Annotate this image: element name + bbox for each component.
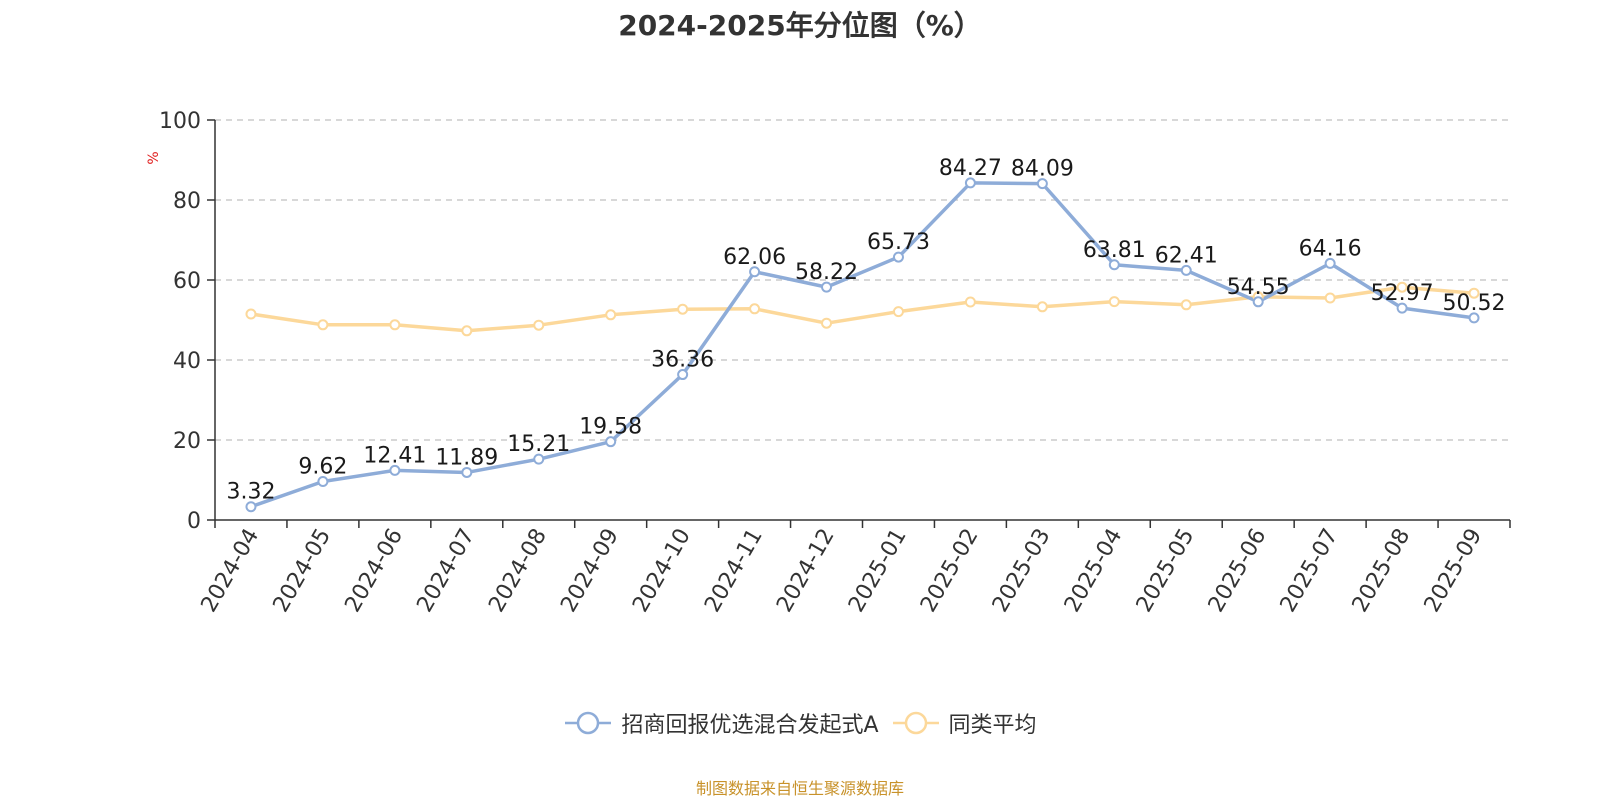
- y-tick-label: 80: [173, 189, 201, 214]
- data-label: 54.55: [1227, 275, 1290, 300]
- data-point: [892, 251, 904, 263]
- data-point: [1324, 257, 1336, 269]
- series-line: [250, 181, 1475, 509]
- chart-title: 2024-2025年分位图（%）: [618, 9, 982, 42]
- x-tick-label: 2024-10: [628, 525, 696, 617]
- x-tick-label: 2025-07: [1276, 525, 1344, 617]
- data-label: 84.09: [1011, 157, 1074, 182]
- x-tick-label: 2024-12: [772, 525, 840, 617]
- data-point: [1180, 299, 1192, 311]
- x-tick-label: 2024-06: [340, 525, 408, 617]
- data-point: [1108, 259, 1120, 271]
- data-point: [749, 303, 761, 315]
- data-label: 84.27: [939, 156, 1002, 181]
- data-label: 15.21: [507, 432, 570, 457]
- data-point: [533, 319, 545, 331]
- data-point: [1396, 281, 1408, 293]
- data-labels: 3.32 9.62 12.41 11.89 15.21 19.58 36.36 62.06 58…: [226, 156, 1505, 505]
- x-tick-label: 2024-09: [556, 525, 624, 617]
- data-label: 12.41: [363, 443, 426, 468]
- data-point: [1252, 296, 1264, 308]
- data-label: 50.52: [1443, 291, 1506, 316]
- data-label: 19.58: [579, 415, 642, 440]
- data-label: 62.41: [1155, 243, 1218, 268]
- x-tick-label: 2025-01: [844, 525, 912, 617]
- data-label: 11.89: [435, 445, 498, 470]
- x-tick-label: 2025-04: [1060, 525, 1128, 617]
- data-point: [964, 296, 976, 308]
- data-point: [317, 319, 329, 331]
- data-point: [245, 308, 257, 320]
- data-point: [1036, 301, 1048, 313]
- legend-marker-icon: [892, 711, 939, 735]
- series-points: [245, 177, 1480, 513]
- data-point: [821, 317, 833, 329]
- data-point: [1396, 302, 1408, 314]
- data-point: [533, 453, 545, 465]
- x-tick-label: 2025-06: [1204, 525, 1272, 617]
- series-line: [250, 285, 1475, 333]
- legend-item[interactable]: 同类平均: [891, 707, 1037, 739]
- y-tick-label: 40: [173, 349, 201, 374]
- data-point: [605, 436, 617, 448]
- data-point: [461, 466, 473, 478]
- data-point: [317, 476, 329, 488]
- data-point: [1468, 312, 1480, 324]
- data-point: [821, 281, 833, 293]
- data-label: 63.81: [1083, 238, 1146, 263]
- data-point: [1036, 178, 1048, 190]
- data-point: [245, 501, 257, 513]
- data-point: [892, 306, 904, 318]
- data-point: [605, 309, 617, 321]
- legend: 招商回报优选混合发起式A 同类平均: [0, 707, 1600, 743]
- data-label: 65.73: [867, 230, 930, 255]
- x-tick-label: 2025-03: [988, 525, 1056, 617]
- x-tick-label: 2024-08: [484, 525, 552, 617]
- data-label: 64.16: [1299, 236, 1362, 261]
- data-label: 9.62: [298, 455, 347, 480]
- data-point: [964, 177, 976, 189]
- data-point: [677, 303, 689, 315]
- axes: [207, 119, 1511, 528]
- data-label: 3.32: [226, 480, 275, 505]
- x-tick-label: 2025-02: [916, 525, 984, 617]
- data-label: 36.36: [651, 348, 714, 373]
- series-lines: [250, 181, 1475, 509]
- legend-label: 同类平均: [948, 713, 1037, 738]
- data-point: [1468, 287, 1480, 299]
- data-label: 52.97: [1371, 281, 1434, 306]
- data-point: [677, 369, 689, 381]
- data-point: [389, 464, 401, 476]
- y-tick-label: 60: [173, 269, 201, 294]
- x-tick-label: 2024-11: [700, 525, 768, 617]
- data-point: [749, 266, 761, 278]
- data-label: 62.06: [723, 245, 786, 270]
- legend-label: 招商回报优选混合发起式A: [621, 713, 879, 738]
- data-point: [389, 319, 401, 331]
- legend-marker-icon: [565, 711, 612, 735]
- data-point: [1180, 264, 1192, 276]
- data-label: 58.22: [795, 260, 858, 285]
- x-tick-label: 2024-07: [412, 525, 480, 617]
- x-tick-label: 2025-09: [1420, 525, 1488, 617]
- y-tick-label: 20: [173, 429, 201, 454]
- x-tick-label: 2025-05: [1132, 525, 1200, 617]
- y-axis-label: %: [146, 151, 162, 164]
- data-point: [1324, 292, 1336, 304]
- x-tick-label: 2024-04: [197, 525, 265, 617]
- data-point: [461, 325, 473, 337]
- y-tick-label: 100: [159, 109, 201, 134]
- legend-item[interactable]: 招商回报优选混合发起式A: [563, 707, 879, 739]
- data-point: [1108, 296, 1120, 308]
- x-tick-label: 2025-08: [1348, 525, 1416, 617]
- source-note: 制图数据来自恒生聚源数据库: [695, 779, 904, 798]
- grid-lines: [215, 119, 1510, 441]
- x-tick-label: 2024-05: [269, 525, 337, 617]
- tick-labels: 0 20 40 60 80 100 2024-04 2024-05 2024-06 2024-07…: [159, 109, 1487, 617]
- y-tick-label: 0: [187, 509, 201, 534]
